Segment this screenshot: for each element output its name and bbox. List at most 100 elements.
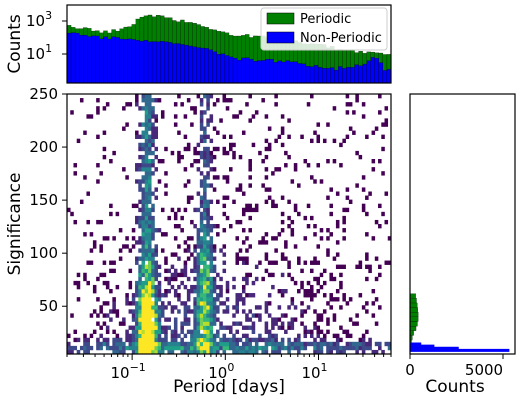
heatmap-cell — [125, 122, 129, 127]
heatmap-cell — [267, 313, 272, 318]
heatmap-cell — [199, 280, 204, 286]
heatmap-cell — [128, 280, 133, 286]
heatmap-cell — [335, 341, 340, 347]
heatmap-cell — [144, 345, 149, 351]
heatmap-cell — [203, 244, 207, 249]
non-periodic-bar — [257, 60, 262, 84]
heatmap-cell — [148, 175, 152, 180]
heatmap-cell — [290, 228, 295, 233]
heatmap-cell — [148, 187, 152, 192]
heatmap-cell — [355, 94, 359, 99]
heatmap-cell — [92, 289, 97, 294]
heatmap-cell — [209, 244, 214, 249]
heatmap-cell — [193, 309, 197, 314]
heatmap-cell — [112, 260, 116, 265]
heatmap-cell — [222, 211, 227, 217]
heatmap-cell — [196, 228, 201, 233]
heatmap-cell — [151, 224, 155, 229]
non-periodic-bar — [196, 47, 201, 84]
heatmap-cell — [135, 301, 139, 306]
heatmap-cell — [76, 337, 81, 343]
non-periodic-bar — [410, 342, 422, 346]
heatmap-cell — [86, 191, 90, 196]
heatmap-cell — [378, 345, 382, 351]
legend-label-non-periodic: Non-Periodic — [300, 31, 382, 46]
heatmap-cell — [102, 272, 107, 278]
heatmap-cell — [135, 345, 139, 351]
heatmap-cell — [144, 313, 149, 318]
heatmap-cell — [148, 293, 152, 298]
heatmap-cell — [251, 325, 256, 330]
heatmap-cell — [199, 309, 204, 314]
heatmap-cell — [151, 284, 155, 290]
heatmap-cell — [199, 252, 204, 257]
heatmap-cell — [264, 199, 269, 204]
heatmap-cell — [361, 349, 366, 355]
heatmap-cell — [138, 264, 142, 269]
heatmap-cell — [96, 106, 100, 111]
heatmap-cell — [144, 301, 149, 306]
heatmap-cell — [241, 325, 246, 330]
heatmap-cell — [183, 317, 188, 322]
heatmap-cell — [135, 256, 139, 261]
heatmap-cell — [138, 236, 142, 241]
heatmap-cell — [274, 102, 278, 107]
heatmap-cell — [148, 126, 152, 131]
heatmap-cell — [83, 349, 87, 355]
heatmap-cell — [313, 179, 317, 184]
heatmap-cell — [141, 260, 146, 265]
heatmap-cell — [387, 341, 392, 347]
heatmap-cell — [141, 179, 146, 184]
heatmap-cell — [316, 313, 321, 318]
heatmap-cell — [151, 349, 155, 355]
heatmap-cell — [164, 341, 168, 347]
heatmap-cell — [284, 244, 288, 249]
heatmap-cell — [148, 228, 152, 233]
heatmap-cell — [190, 333, 194, 339]
heatmap-cell — [264, 167, 269, 172]
heatmap-cell — [148, 134, 152, 139]
heatmap-cell — [241, 297, 246, 302]
heatmap-cell — [209, 118, 214, 123]
heatmap-cell — [209, 333, 214, 339]
heatmap-cell — [361, 333, 366, 339]
heatmap-cell — [125, 175, 129, 180]
heatmap-cell — [235, 341, 240, 347]
legend-swatch-non-periodic — [266, 31, 295, 44]
heatmap-cell — [280, 252, 285, 257]
heatmap-cell — [251, 142, 256, 148]
heatmap-cell — [196, 272, 201, 278]
heatmap-cell — [216, 293, 220, 298]
heatmap-cell — [151, 256, 155, 261]
heatmap-cell — [183, 309, 188, 314]
heatmap-cell — [313, 341, 317, 347]
heatmap-cell — [232, 114, 236, 119]
heatmap-cell — [332, 106, 337, 111]
heatmap-cell — [141, 244, 146, 249]
heatmap-cell — [183, 321, 188, 326]
heatmap-cell — [374, 341, 379, 347]
heatmap-cell — [157, 305, 162, 310]
heatmap-cell — [209, 301, 214, 306]
heatmap-cell — [167, 276, 171, 282]
heatmap-cell — [167, 345, 171, 351]
heatmap-cell — [352, 110, 356, 115]
heatmap-cell — [290, 297, 295, 302]
heatmap-cell — [206, 175, 210, 180]
heatmap-cell — [154, 260, 159, 265]
non-periodic-bar — [366, 60, 371, 84]
heatmap-cell — [144, 333, 149, 339]
heatmap-cell — [206, 171, 210, 176]
non-periodic-bar — [410, 348, 510, 352]
heatmap-cell — [232, 276, 236, 282]
heatmap-cell — [284, 240, 288, 245]
heatmap-cell — [293, 341, 298, 347]
heatmap-cell — [148, 122, 152, 127]
heatmap-cell — [206, 159, 210, 164]
heatmap-cell — [206, 329, 210, 334]
heatmap-cell — [332, 138, 337, 144]
heatmap-cell — [199, 337, 204, 343]
non-periodic-bar — [192, 46, 197, 84]
heatmap-cell — [206, 341, 210, 347]
heatmap-cell — [212, 146, 217, 152]
